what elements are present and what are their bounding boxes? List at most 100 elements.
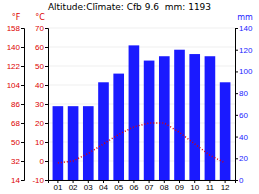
tick-mark	[235, 158, 238, 159]
tick-label: 08	[160, 183, 169, 192]
tick: 04	[99, 180, 108, 192]
tick: 10	[190, 180, 199, 192]
bar	[53, 106, 64, 180]
tick: 12	[221, 180, 230, 192]
bar	[220, 82, 231, 180]
tick: 140	[235, 24, 253, 33]
chart: Altitude:Clīmate: Cfb 9.6 mm: 1193010203…	[0, 0, 259, 194]
tick: 0	[235, 176, 244, 185]
tick-label: 86	[11, 100, 20, 109]
tick: 100	[235, 67, 253, 76]
tick-mark	[21, 66, 24, 67]
tick: 10	[35, 138, 48, 147]
tick: 120	[235, 46, 253, 55]
tick-label: 104	[7, 81, 21, 90]
tick-label: 01	[53, 183, 62, 192]
tick-label: 80	[239, 89, 248, 98]
tick: 80	[235, 89, 248, 98]
tick-label: 11	[206, 183, 215, 192]
tick-label: 10	[190, 183, 199, 192]
bar	[205, 56, 216, 180]
tick: 20	[235, 154, 248, 163]
tick: 02	[69, 180, 78, 192]
title: Altitude:Clīmate: Cfb 9.6 mm: 1193	[48, 2, 211, 12]
tick: 03	[84, 180, 93, 192]
tick: 11	[206, 180, 215, 192]
tick-label: 20	[239, 154, 248, 163]
tick: 40	[235, 133, 248, 142]
tick: 30	[35, 100, 48, 109]
marks	[53, 45, 231, 180]
tick-mark	[235, 180, 238, 181]
tick-label: 14	[11, 176, 20, 185]
bar	[98, 82, 109, 180]
tick: 60	[35, 43, 48, 52]
tick: 01	[53, 180, 62, 192]
axis-line	[21, 29, 25, 181]
tick-label: 158	[7, 24, 21, 33]
tick: 05	[114, 180, 123, 192]
tick-mark	[45, 123, 48, 124]
tick: 122	[7, 62, 24, 71]
y2-axis: 0 20 40 60 80 100 120 140	[235, 24, 253, 185]
y-axis: -10010203040506070	[32, 24, 48, 185]
tick: 20	[35, 119, 48, 128]
tick-label: 04	[99, 183, 108, 192]
tick-mark	[45, 66, 48, 67]
tick-label: 70	[35, 24, 44, 33]
axis-line	[236, 29, 239, 181]
tick-mark	[235, 71, 238, 72]
tick: 0	[40, 157, 48, 166]
tick-mark	[235, 93, 238, 94]
tick-label: 50	[35, 62, 44, 71]
tick: 07	[145, 180, 154, 192]
tick-label: 02	[69, 183, 78, 192]
tick: 06	[129, 180, 138, 192]
tick: 08	[160, 180, 169, 192]
axis-label: °F	[12, 13, 21, 22]
tick-label: 06	[129, 183, 138, 192]
tick-mark	[45, 104, 48, 105]
tick-mark	[21, 123, 24, 124]
tick-label: 20	[35, 119, 44, 128]
tick: 68	[11, 119, 24, 128]
tick-mark	[235, 115, 238, 116]
tick-label: 07	[145, 183, 154, 192]
tick: 32	[11, 157, 24, 166]
tick-label: 140	[239, 24, 253, 33]
tick: 50	[35, 62, 48, 71]
tick-label: 12	[221, 183, 230, 192]
tick: 140	[7, 43, 24, 52]
tick-label: 09	[175, 183, 184, 192]
axis-label: °C	[35, 13, 45, 22]
tick-label: 05	[114, 183, 123, 192]
axis-line	[45, 29, 49, 181]
tick-mark	[21, 85, 24, 86]
tick: 50	[11, 138, 24, 147]
plot: 010203040506070809101112-100102030405060…	[7, 13, 253, 192]
tick-mark	[21, 161, 24, 162]
tick-label: 100	[239, 67, 253, 76]
tick-mark	[235, 50, 238, 51]
tick: 09	[175, 180, 184, 192]
bar	[159, 56, 170, 180]
tick-mark	[235, 28, 238, 29]
tick-label: 50	[11, 138, 20, 147]
tick-label: 10	[35, 138, 44, 147]
tick-label: 32	[11, 157, 20, 166]
tick-mark	[45, 142, 48, 143]
tick-label: 03	[84, 183, 93, 192]
grid-line	[48, 47, 235, 48]
bar	[144, 61, 155, 180]
tick-mark	[45, 180, 48, 181]
grid-line	[48, 28, 235, 29]
tick-mark	[21, 142, 24, 143]
y3-axis: 14 32 50 68 86 104 122 140 158	[7, 24, 25, 185]
tick-mark	[21, 180, 24, 181]
tick: 40	[35, 81, 48, 90]
tick-label: 60	[239, 111, 248, 120]
tick: 86	[11, 100, 24, 109]
tick-label: 140	[7, 43, 21, 52]
tick: 70	[35, 24, 48, 33]
tick-mark	[45, 28, 48, 29]
